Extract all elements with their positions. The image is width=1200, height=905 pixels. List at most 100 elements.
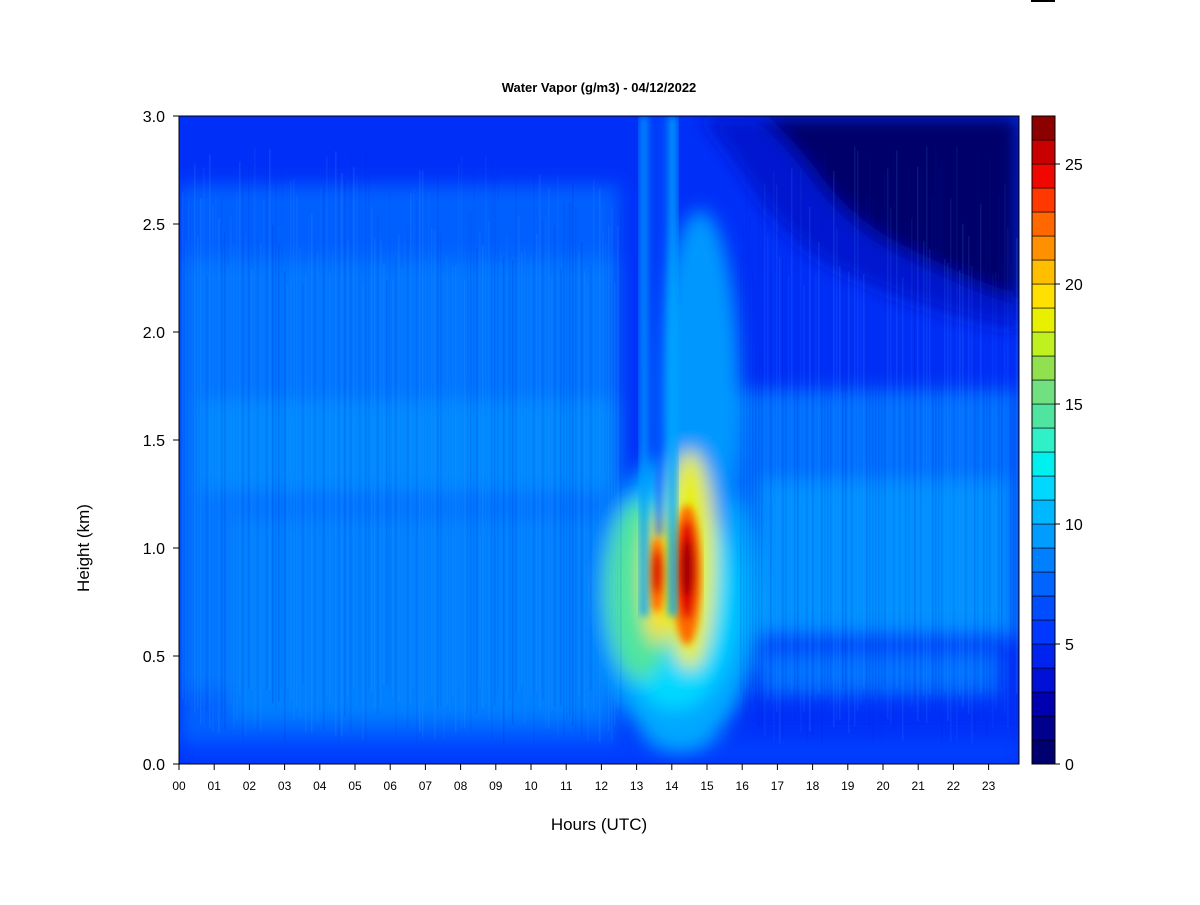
colorbar-level (1031, 715, 1056, 741)
streak (284, 271, 286, 742)
streak (881, 202, 883, 742)
streak (239, 161, 241, 695)
streak (260, 242, 262, 730)
streak (611, 207, 613, 743)
x-tick-label: 14 (665, 779, 679, 793)
streak (584, 270, 586, 710)
streak (329, 273, 331, 704)
streak (992, 273, 994, 730)
x-axis: 00 01 02 03 04 05 06 07 08 09 10 11 12 13 14 15 16 17 18 19… (172, 764, 996, 793)
colorbar-level (1031, 451, 1056, 477)
x-tick-label: 23 (982, 779, 996, 793)
streak (587, 285, 589, 742)
chart-title: Water Vapor (g/m3) - 04/12/2022 (502, 80, 697, 95)
colorbar-tick-label: 10 (1065, 517, 1083, 534)
streak (923, 240, 925, 696)
streak (386, 280, 388, 686)
streak (869, 157, 871, 726)
streak (782, 250, 784, 739)
streak (602, 231, 604, 703)
y-axis: 0.0 0.5 1.0 1.5 2.0 2.5 3.0 (143, 109, 179, 774)
streak (338, 157, 340, 744)
streak (830, 246, 832, 699)
streak (899, 247, 901, 704)
streak (323, 186, 325, 730)
streak (614, 282, 616, 726)
x-axis-label: Hours (UTC) (551, 815, 647, 834)
colorbar-level (1031, 619, 1056, 645)
streak (443, 272, 445, 741)
streak (353, 167, 355, 689)
streak (317, 252, 319, 723)
streak (752, 271, 754, 688)
streak (179, 186, 181, 732)
streak (617, 225, 619, 707)
streak-1 (640, 116, 648, 616)
streak (989, 157, 991, 711)
streak (467, 211, 469, 711)
streak (491, 155, 493, 740)
streak (230, 216, 232, 703)
streak (581, 241, 583, 737)
x-tick-label: 17 (771, 779, 785, 793)
colorbar-level (1031, 547, 1056, 573)
y-tick-label: 1.0 (143, 541, 165, 558)
streak (761, 161, 763, 730)
streak (212, 205, 214, 733)
heatmap-plot-area (179, 116, 1019, 764)
heatmap-cores (649, 505, 701, 645)
x-tick-label: 07 (419, 779, 433, 793)
streak (938, 167, 940, 715)
streak (263, 198, 265, 691)
streak (413, 189, 415, 689)
streak (278, 244, 280, 702)
colorbar-tick-label: 5 (1065, 637, 1074, 654)
streak (815, 273, 817, 701)
streak (998, 195, 1000, 713)
streak (884, 172, 886, 686)
streak (251, 269, 253, 690)
streak (908, 167, 910, 714)
x-tick-label: 06 (384, 779, 398, 793)
streak (812, 207, 814, 737)
x-tick-label: 12 (595, 779, 609, 793)
streak (464, 279, 466, 728)
streak (197, 236, 199, 710)
streak (608, 225, 610, 731)
streak (824, 154, 826, 714)
x-tick-label: 02 (243, 779, 257, 793)
moist-layer-left-low (230, 520, 610, 720)
streak (1013, 179, 1015, 742)
streak (896, 150, 898, 688)
x-tick-label: 19 (841, 779, 855, 793)
streak (473, 159, 475, 707)
plume-vertical-streaks (640, 116, 677, 616)
streak (548, 187, 550, 729)
moist-layer-left-mid (200, 400, 620, 490)
streak (488, 222, 490, 721)
streak (236, 192, 238, 721)
streak (839, 265, 841, 720)
streak (596, 259, 598, 704)
streak (950, 198, 952, 743)
streak (500, 253, 502, 725)
streak (281, 161, 283, 689)
streak (371, 207, 373, 693)
x-tick-label: 13 (630, 779, 644, 793)
streak (956, 146, 958, 742)
x-tick-label: 22 (947, 779, 961, 793)
streak (887, 168, 889, 719)
streak (518, 215, 520, 692)
streak (287, 284, 289, 687)
x-tick-label: 08 (454, 779, 468, 793)
streak (854, 146, 856, 727)
streak (290, 180, 292, 701)
streak (425, 259, 427, 709)
streak (536, 233, 538, 693)
streak (311, 213, 313, 733)
streak (767, 233, 769, 699)
streak (1007, 227, 1009, 730)
streak (818, 241, 820, 694)
colorbar-level (1031, 499, 1056, 525)
